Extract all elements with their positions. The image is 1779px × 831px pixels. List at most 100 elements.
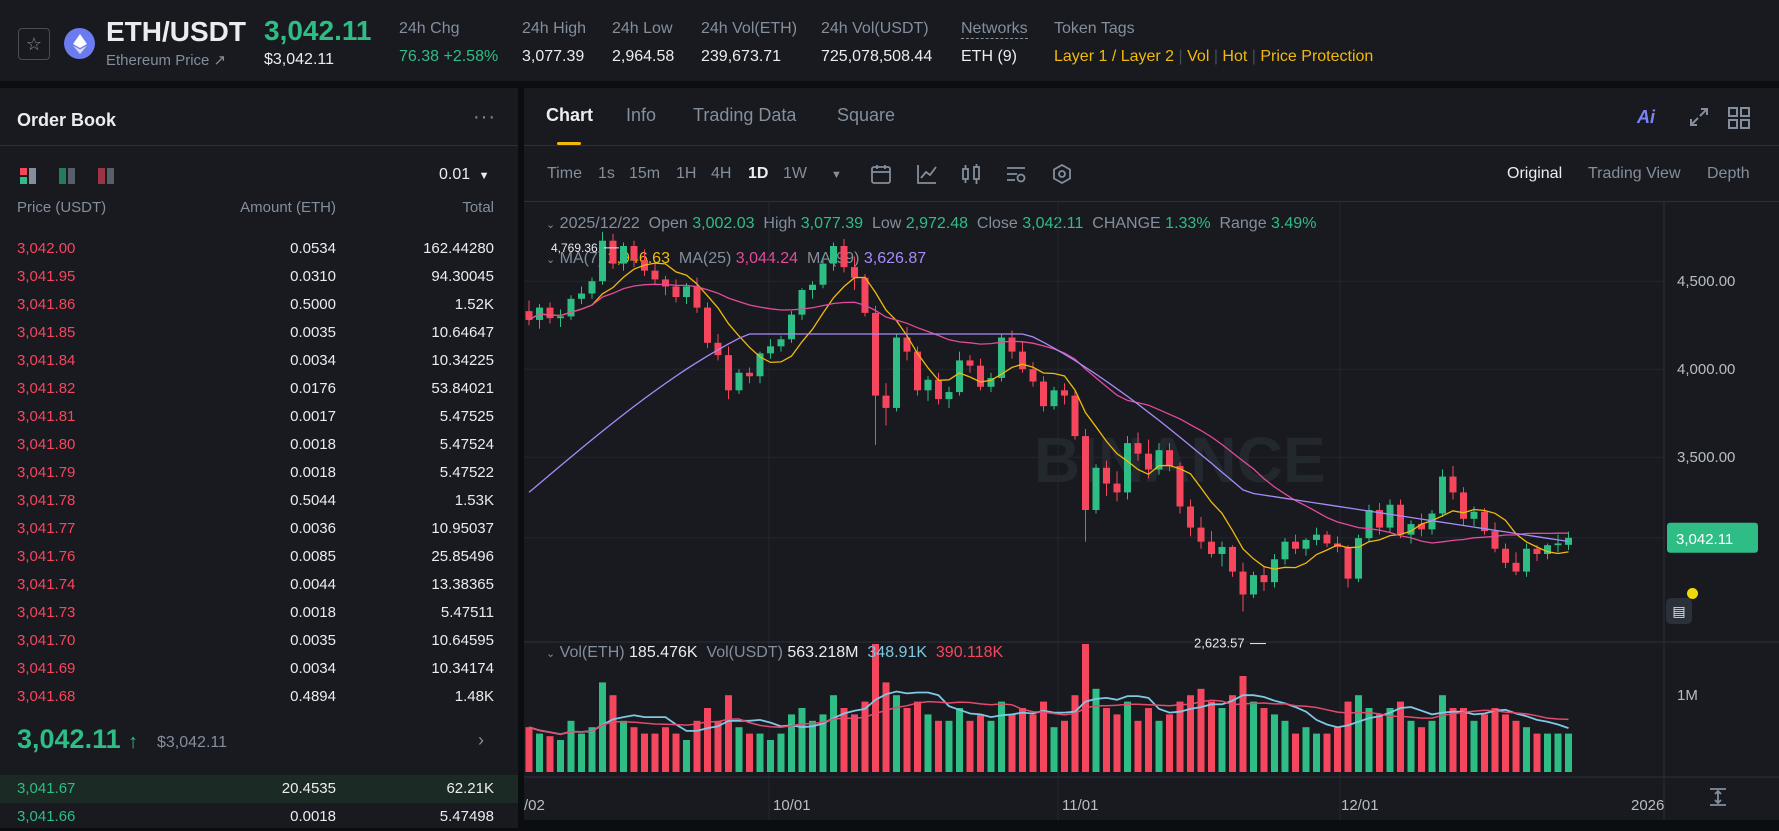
- tag-item[interactable]: Price Protection: [1260, 48, 1374, 65]
- candle-body[interactable]: [1418, 524, 1425, 530]
- ask-row[interactable]: 3,041.81 0.0017 5.47525: [0, 403, 518, 431]
- volume-bar[interactable]: [809, 720, 816, 772]
- calendar-icon[interactable]: [870, 163, 892, 190]
- candle-body[interactable]: [662, 279, 669, 287]
- candle-body[interactable]: [1208, 541, 1215, 554]
- view-original[interactable]: Original: [1507, 165, 1563, 182]
- volume-bar[interactable]: [882, 682, 890, 772]
- volume-bar[interactable]: [798, 708, 806, 772]
- candle-body[interactable]: [651, 270, 659, 280]
- interval-15m[interactable]: 15m: [629, 165, 661, 182]
- volume-bar[interactable]: [945, 720, 953, 772]
- candle-body[interactable]: [1376, 510, 1383, 528]
- candle-body[interactable]: [1218, 546, 1226, 554]
- volume-bar[interactable]: [1407, 720, 1415, 772]
- candle-body[interactable]: [546, 307, 554, 319]
- collapse-chevron-icon[interactable]: ⌄: [546, 254, 556, 266]
- candle-body[interactable]: [1512, 562, 1520, 572]
- tab-chart[interactable]: Chart: [546, 105, 594, 125]
- volume-bar[interactable]: [1281, 720, 1289, 772]
- volume-bar[interactable]: [788, 714, 795, 772]
- candle-body[interactable]: [1544, 545, 1551, 554]
- view-depth[interactable]: Depth: [1707, 165, 1750, 182]
- volume-bar[interactable]: [777, 733, 785, 772]
- volume-bar[interactable]: [1250, 701, 1257, 772]
- candle-body[interactable]: [882, 395, 890, 408]
- volume-bar[interactable]: [683, 740, 690, 772]
- ai-button[interactable]: Ai: [1637, 107, 1655, 127]
- candle-body[interactable]: [1502, 548, 1509, 563]
- volume-bar[interactable]: [1271, 714, 1278, 772]
- candle-body[interactable]: [620, 246, 627, 264]
- indicator-icon[interactable]: [916, 163, 938, 190]
- volume-bar[interactable]: [1145, 708, 1152, 772]
- volume-bar[interactable]: [1512, 720, 1520, 772]
- interval-1d[interactable]: 1D: [748, 165, 769, 182]
- candle-body[interactable]: [1250, 575, 1257, 595]
- volume-bar[interactable]: [1260, 708, 1268, 772]
- candle-body[interactable]: [1439, 476, 1446, 514]
- layout-grid-icon[interactable]: [1727, 106, 1751, 135]
- volume-bar[interactable]: [1155, 720, 1163, 772]
- volume-bar[interactable]: [1176, 701, 1184, 772]
- candle-body[interactable]: [725, 355, 732, 391]
- volume-bar[interactable]: [1166, 714, 1173, 772]
- tag-item[interactable]: Vol: [1187, 48, 1210, 65]
- volume-bar[interactable]: [840, 708, 848, 772]
- volume-bar[interactable]: [861, 701, 869, 772]
- precision-select[interactable]: 0.01 ▼: [439, 166, 489, 184]
- volume-bar[interactable]: [609, 695, 617, 772]
- volume-bar[interactable]: [1239, 676, 1247, 772]
- candle-body[interactable]: [767, 346, 774, 354]
- candle-body[interactable]: [966, 360, 974, 366]
- candle-body[interactable]: [1523, 548, 1530, 572]
- candle-body[interactable]: [1407, 524, 1415, 535]
- candle-body[interactable]: [756, 353, 764, 377]
- candle-body[interactable]: [1197, 527, 1205, 542]
- candle-body[interactable]: [851, 267, 858, 278]
- volume-bar[interactable]: [557, 740, 564, 772]
- volume-bar[interactable]: [956, 708, 963, 772]
- candle-body[interactable]: [1271, 559, 1278, 583]
- tab-trading-data[interactable]: Trading Data: [693, 105, 797, 125]
- candle-body[interactable]: [578, 293, 585, 299]
- candle-body[interactable]: [1344, 546, 1352, 579]
- volume-bar[interactable]: [672, 733, 680, 772]
- candle-body[interactable]: [1533, 548, 1541, 554]
- volume-bar[interactable]: [1397, 701, 1404, 772]
- volume-bar[interactable]: [1029, 714, 1037, 772]
- volume-bar[interactable]: [536, 733, 543, 772]
- volume-bar[interactable]: [893, 695, 900, 772]
- candle-body[interactable]: [599, 240, 606, 282]
- candle-body[interactable]: [819, 263, 827, 285]
- candle-body[interactable]: [1040, 381, 1047, 407]
- candle-body[interactable]: [1491, 531, 1499, 549]
- bid-row[interactable]: 3,041.67 20.4535 62.21K: [0, 775, 518, 803]
- volume-bar[interactable]: [1533, 733, 1541, 772]
- candle-body[interactable]: [977, 365, 984, 387]
- volume-bar[interactable]: [1208, 701, 1215, 772]
- volume-bar[interactable]: [903, 708, 911, 772]
- ask-row[interactable]: 3,041.76 0.0085 25.85496: [0, 543, 518, 571]
- volume-bar[interactable]: [830, 695, 837, 772]
- volume-bar[interactable]: [1355, 695, 1362, 772]
- volume-bar[interactable]: [1113, 714, 1121, 772]
- volume-bar[interactable]: [1292, 733, 1299, 772]
- volume-bar[interactable]: [725, 695, 732, 772]
- interval-more-chevron-icon[interactable]: ▼: [831, 169, 842, 181]
- candle-body[interactable]: [704, 307, 711, 343]
- candle-body[interactable]: [1103, 467, 1110, 484]
- candle-style-icon[interactable]: [960, 163, 982, 190]
- volume-bar[interactable]: [546, 736, 554, 772]
- candle-body[interactable]: [735, 372, 743, 391]
- candle-body[interactable]: [1239, 571, 1247, 595]
- volume-bar[interactable]: [1302, 727, 1310, 772]
- volume-bar[interactable]: [966, 720, 974, 772]
- volume-bar[interactable]: [756, 733, 764, 772]
- candle-body[interactable]: [1313, 534, 1320, 540]
- candle-body[interactable]: [1323, 534, 1331, 544]
- more-options-icon[interactable]: ···: [473, 106, 496, 128]
- volume-bar[interactable]: [1554, 733, 1562, 772]
- candle-body[interactable]: [1113, 483, 1121, 493]
- volume-bar[interactable]: [620, 720, 627, 772]
